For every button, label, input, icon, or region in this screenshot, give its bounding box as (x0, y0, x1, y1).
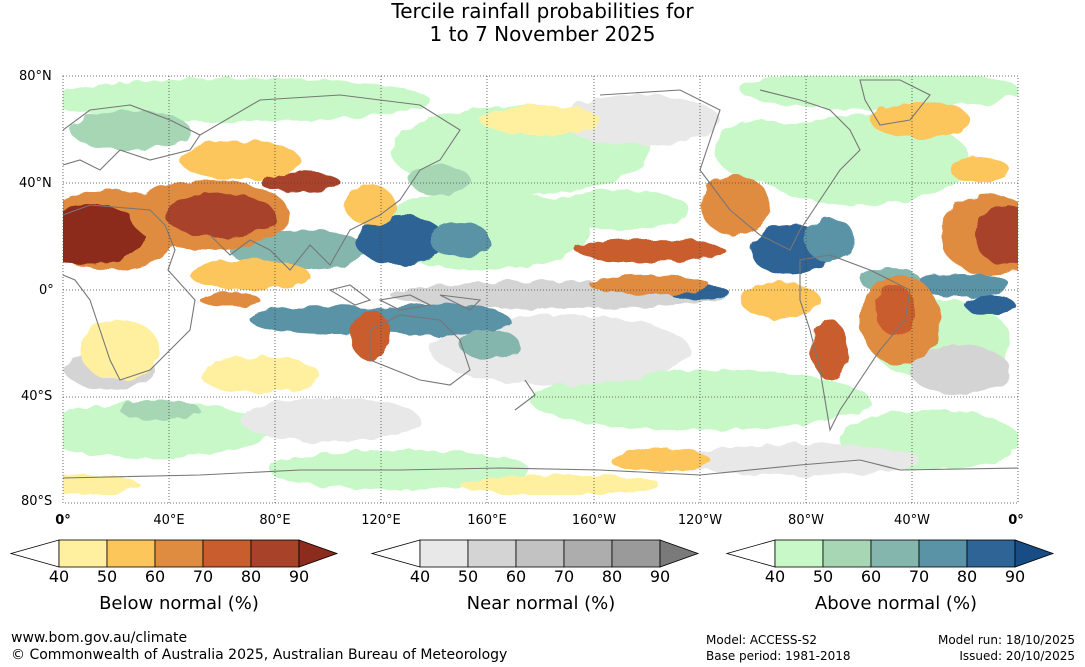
lon-label-40e: 40°E (153, 513, 185, 528)
legend-near-tick-60: 60 (505, 567, 527, 586)
lon-label-80w: 80°W (788, 513, 824, 528)
legend-below-swatch-5 (250, 539, 300, 568)
legend-above-tick-70: 70 (908, 567, 930, 586)
legend-caption-below: Below normal (%) (99, 593, 259, 614)
legend-above-tick-80: 80 (956, 567, 978, 586)
legend-above-swatch-4 (918, 539, 968, 568)
map-title: Tercile rainfall probabilities for 1 to … (0, 0, 1085, 46)
legend-near-tick-50: 50 (457, 567, 479, 586)
legend-above-swatch-2 (822, 539, 872, 568)
lon-label-120w: 120°W (677, 513, 723, 528)
legend-below-swatch-3 (154, 539, 204, 568)
legend-above-swatch-5 (966, 539, 1016, 568)
legend-near-tick-40: 40 (409, 567, 431, 586)
legend-below-tick-70: 70 (192, 567, 214, 586)
legend-caption-near: Near normal (%) (466, 593, 616, 614)
legend-above-swatch-3 (870, 539, 920, 568)
lon-label-0-left: 0° (55, 513, 71, 528)
lat-label-80n: 80°N (19, 69, 52, 84)
legend-below-tick-40: 40 (48, 567, 70, 586)
legend-bars (9, 539, 1055, 568)
coastlines (63, 79, 1018, 479)
lon-label-0-right: 0° (1008, 513, 1024, 528)
footer-base-period: Base period: 1981-2018 (706, 649, 851, 663)
lon-label-40w: 40°W (894, 513, 930, 528)
lat-label-40s: 40°S (21, 389, 53, 404)
legend-below-tick-50: 50 (96, 567, 118, 586)
legend-below-tick-90: 90 (288, 567, 310, 586)
legend-above-swatch-1 (774, 539, 824, 568)
legend-near-swatch-4 (563, 539, 613, 568)
legend-near-swatch-2 (467, 539, 517, 568)
footer-issued: Issued: 20/10/2025 (959, 649, 1075, 663)
legend-below-tick-80: 80 (240, 567, 262, 586)
map-frame (62, 75, 1019, 504)
legend-below-swatch-2 (106, 539, 156, 568)
legend-below-swatch-1 (58, 539, 108, 568)
footer-url: www.bom.gov.au/climate (11, 630, 188, 646)
probability-field (63, 76, 1018, 495)
legend-near-swatch-3 (515, 539, 565, 568)
legend-near-arrow-low (370, 539, 421, 568)
legend-near-tick-70: 70 (553, 567, 575, 586)
footer-copyright: © Commonwealth of Australia 2025, Austra… (11, 647, 508, 663)
legend-above-tick-60: 60 (860, 567, 882, 586)
footer-model-run: Model run: 18/10/2025 (937, 633, 1075, 647)
lat-label-equator: 0° (39, 283, 54, 298)
lon-label-80e: 80°E (259, 513, 291, 528)
title-line-2: 1 to 7 November 2025 (429, 22, 656, 46)
title-line-1: Tercile rainfall probabilities for (391, 0, 694, 23)
lon-label-160w: 160°W (571, 513, 617, 528)
legend-above-arrow-high (1014, 539, 1055, 568)
legend-below-arrow-high (298, 539, 339, 568)
legend-below-swatch-4 (202, 539, 252, 568)
lon-label-160e: 160°E (467, 513, 507, 528)
legend-near-tick-80: 80 (601, 567, 623, 586)
legend-near-swatch-5 (611, 539, 661, 568)
legend-above-arrow-low (725, 539, 776, 568)
legend-caption-above: Above normal (%) (814, 593, 978, 614)
legend-near-swatch-1 (419, 539, 469, 568)
legend-near-arrow-high (659, 539, 700, 568)
legend-above-tick-90: 90 (1004, 567, 1026, 586)
footer-model: Model: ACCESS-S2 (706, 633, 818, 647)
lat-label-80s: 80°S (21, 494, 53, 509)
legend-above-tick-40: 40 (764, 567, 786, 586)
lat-label-40n: 40°N (19, 176, 52, 191)
legend-above-tick-50: 50 (812, 567, 834, 586)
legend-below-arrow-low (9, 539, 60, 568)
graticule (63, 76, 1018, 503)
legend-near-tick-90: 90 (649, 567, 671, 586)
lon-label-120e: 120°E (361, 513, 401, 528)
legend-below-tick-60: 60 (144, 567, 166, 586)
